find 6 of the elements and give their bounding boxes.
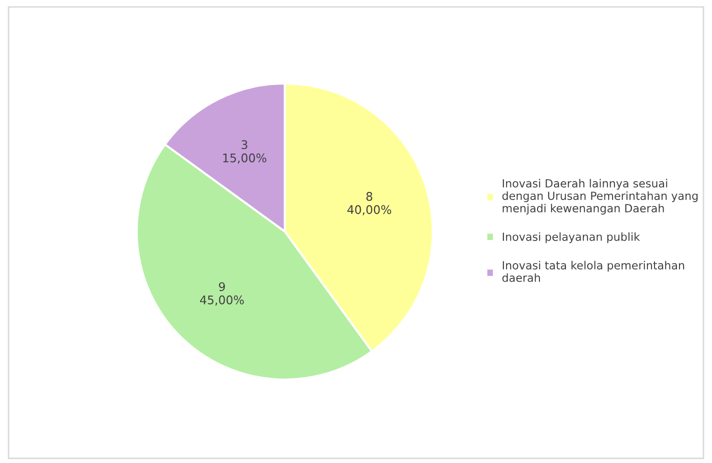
legend-label: Inovasi pelayanan publik bbox=[502, 232, 640, 244]
data-label: 3 15,00% bbox=[223, 140, 266, 164]
legend-label: Inovasi tata kelola pemerintahan daerah bbox=[502, 260, 684, 282]
legend-label: Inovasi Daerah lainnya sesuai dengan Urusan Pemerintahan yang menjadi kewenangan Daerah bbox=[502, 178, 698, 215]
data-label: 9 45,00% bbox=[200, 282, 244, 306]
data-label: 8 40,00% bbox=[347, 192, 392, 216]
